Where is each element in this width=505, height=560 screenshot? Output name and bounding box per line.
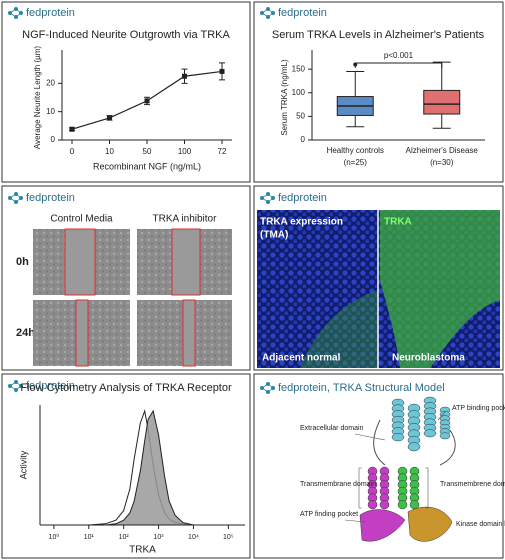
- sample-size: (n=30): [430, 158, 454, 167]
- ihc-label: (TMA): [260, 230, 288, 241]
- data-point: [182, 73, 187, 79]
- structure-label: Transmembrane domain: [300, 481, 376, 488]
- x-tick-label: 10¹: [84, 534, 95, 541]
- structure-label: ATP binding pocket: [452, 405, 505, 412]
- structure-label: Extracellular domain: [300, 425, 364, 432]
- x-tick-label: 100: [178, 147, 192, 156]
- kinase-sheet: [359, 509, 406, 542]
- logo-text: fedprotein: [278, 192, 327, 204]
- logo-link: [9, 381, 22, 391]
- x-tick-label: Alzheimer's Disease: [406, 146, 479, 155]
- structure-label: ATP finding pocket: [300, 511, 358, 518]
- chart-title: Serum TRKA Levels in Alzheimer's Patient…: [272, 29, 485, 41]
- ihc-label: Neuroblastoma: [392, 353, 465, 364]
- x-tick-label: 10⁴: [188, 534, 199, 541]
- x-tick-label: 10³: [154, 534, 165, 541]
- y-axis-label: Serum TRKA (ng/mL): [280, 59, 289, 136]
- y-tick-label: 150: [292, 64, 306, 73]
- helix-turn: [397, 500, 408, 510]
- data-point: [107, 115, 112, 121]
- y-tick-label: 20: [46, 78, 55, 87]
- y-tick-label: 0: [51, 135, 56, 144]
- wound-gap: [171, 228, 201, 296]
- y-tick-label: 10: [46, 107, 55, 116]
- helix-turn: [439, 432, 451, 440]
- helix-turn: [379, 500, 390, 510]
- logo-text: fedprotein, TRKA Structural Model: [278, 382, 445, 394]
- data-point: [144, 98, 150, 104]
- column-label: Control Media: [50, 214, 113, 225]
- logo: fedprotein: [260, 7, 327, 19]
- y-axis-label: Activity: [18, 450, 28, 479]
- y-tick-label: 0: [301, 135, 306, 144]
- logo: fedprotein, TRKA Structural Model: [260, 382, 445, 394]
- helix-turn: [407, 442, 421, 452]
- logo-text: fedprotein: [26, 380, 75, 392]
- logo-text: fedprotein: [278, 7, 327, 19]
- histogram-area: [88, 409, 194, 526]
- leader: [344, 519, 366, 523]
- trka-stain: [380, 210, 500, 368]
- x-axis-label: Recombinant NGF (ng/mL): [93, 161, 201, 171]
- helix-turn: [391, 433, 405, 442]
- structure-label: Kinase domain kinase: [456, 521, 505, 528]
- leader: [437, 411, 446, 421]
- x-tick-label: 10²: [119, 534, 130, 541]
- logo: fedprotein: [8, 7, 75, 19]
- x-tick-label: 10⁰: [49, 533, 60, 541]
- logo: fedprotein: [260, 192, 327, 204]
- logo-link: [261, 383, 274, 393]
- helix-turn: [367, 500, 378, 510]
- panel-frame: [1, 1, 251, 183]
- logo-text: fedprotein: [26, 192, 75, 204]
- significance-bracket: [354, 62, 443, 68]
- box: [423, 89, 461, 115]
- ihc-label: Adjacent normal: [262, 353, 341, 364]
- logo-link: [9, 193, 22, 203]
- x-tick-label: 0: [70, 147, 75, 156]
- logo: fedprotein: [8, 192, 75, 204]
- wound-gap: [75, 299, 89, 367]
- logo-text: fedprotein: [26, 7, 75, 19]
- sample-size: (n=25): [344, 158, 368, 167]
- bracket: [358, 467, 429, 509]
- helix-turn: [423, 429, 437, 438]
- chart-title: NGF-Induced Neurite Outgrowth via TRKA: [22, 29, 230, 41]
- kinase-sheet: [407, 506, 453, 542]
- structure-label: Transmembrene domain: [440, 481, 505, 488]
- column-label: TRKA inhibitor: [153, 214, 218, 225]
- y-tick-label: 100: [292, 88, 306, 97]
- loop: [373, 419, 456, 466]
- data-point: [219, 68, 225, 74]
- row-label: 24h: [16, 327, 35, 339]
- trka-stain-faint: [300, 290, 378, 368]
- logo-link: [261, 8, 274, 18]
- chart-title: Flow Cytometry Analysis of TRKA Receptor: [20, 382, 232, 394]
- wound-gap: [64, 228, 96, 296]
- x-tick-label: 10: [105, 147, 114, 156]
- wound-gap: [182, 299, 196, 367]
- ihc-label: TRKA expression: [260, 217, 343, 228]
- leader: [354, 433, 386, 441]
- data-point: [69, 126, 75, 132]
- x-tick-label: 50: [143, 147, 152, 156]
- x-tick-label: Healthy controls: [327, 146, 384, 155]
- ihc-label: TRKA: [384, 217, 412, 228]
- logo-link: [261, 193, 274, 203]
- panel-frame: [253, 1, 504, 183]
- row-label: 0h: [16, 256, 29, 268]
- x-tick-label: 72: [218, 147, 227, 156]
- y-tick-label: 50: [296, 111, 305, 120]
- annotation: p<0.001: [384, 51, 414, 60]
- logo: fedprotein: [8, 380, 75, 392]
- logo-link: [9, 8, 22, 18]
- y-axis-label: Average Neurite Length (µm): [33, 46, 42, 150]
- x-axis-label: TRKA: [129, 545, 156, 556]
- panel-frame: [1, 373, 251, 559]
- x-tick-label: 10⁵: [223, 534, 234, 541]
